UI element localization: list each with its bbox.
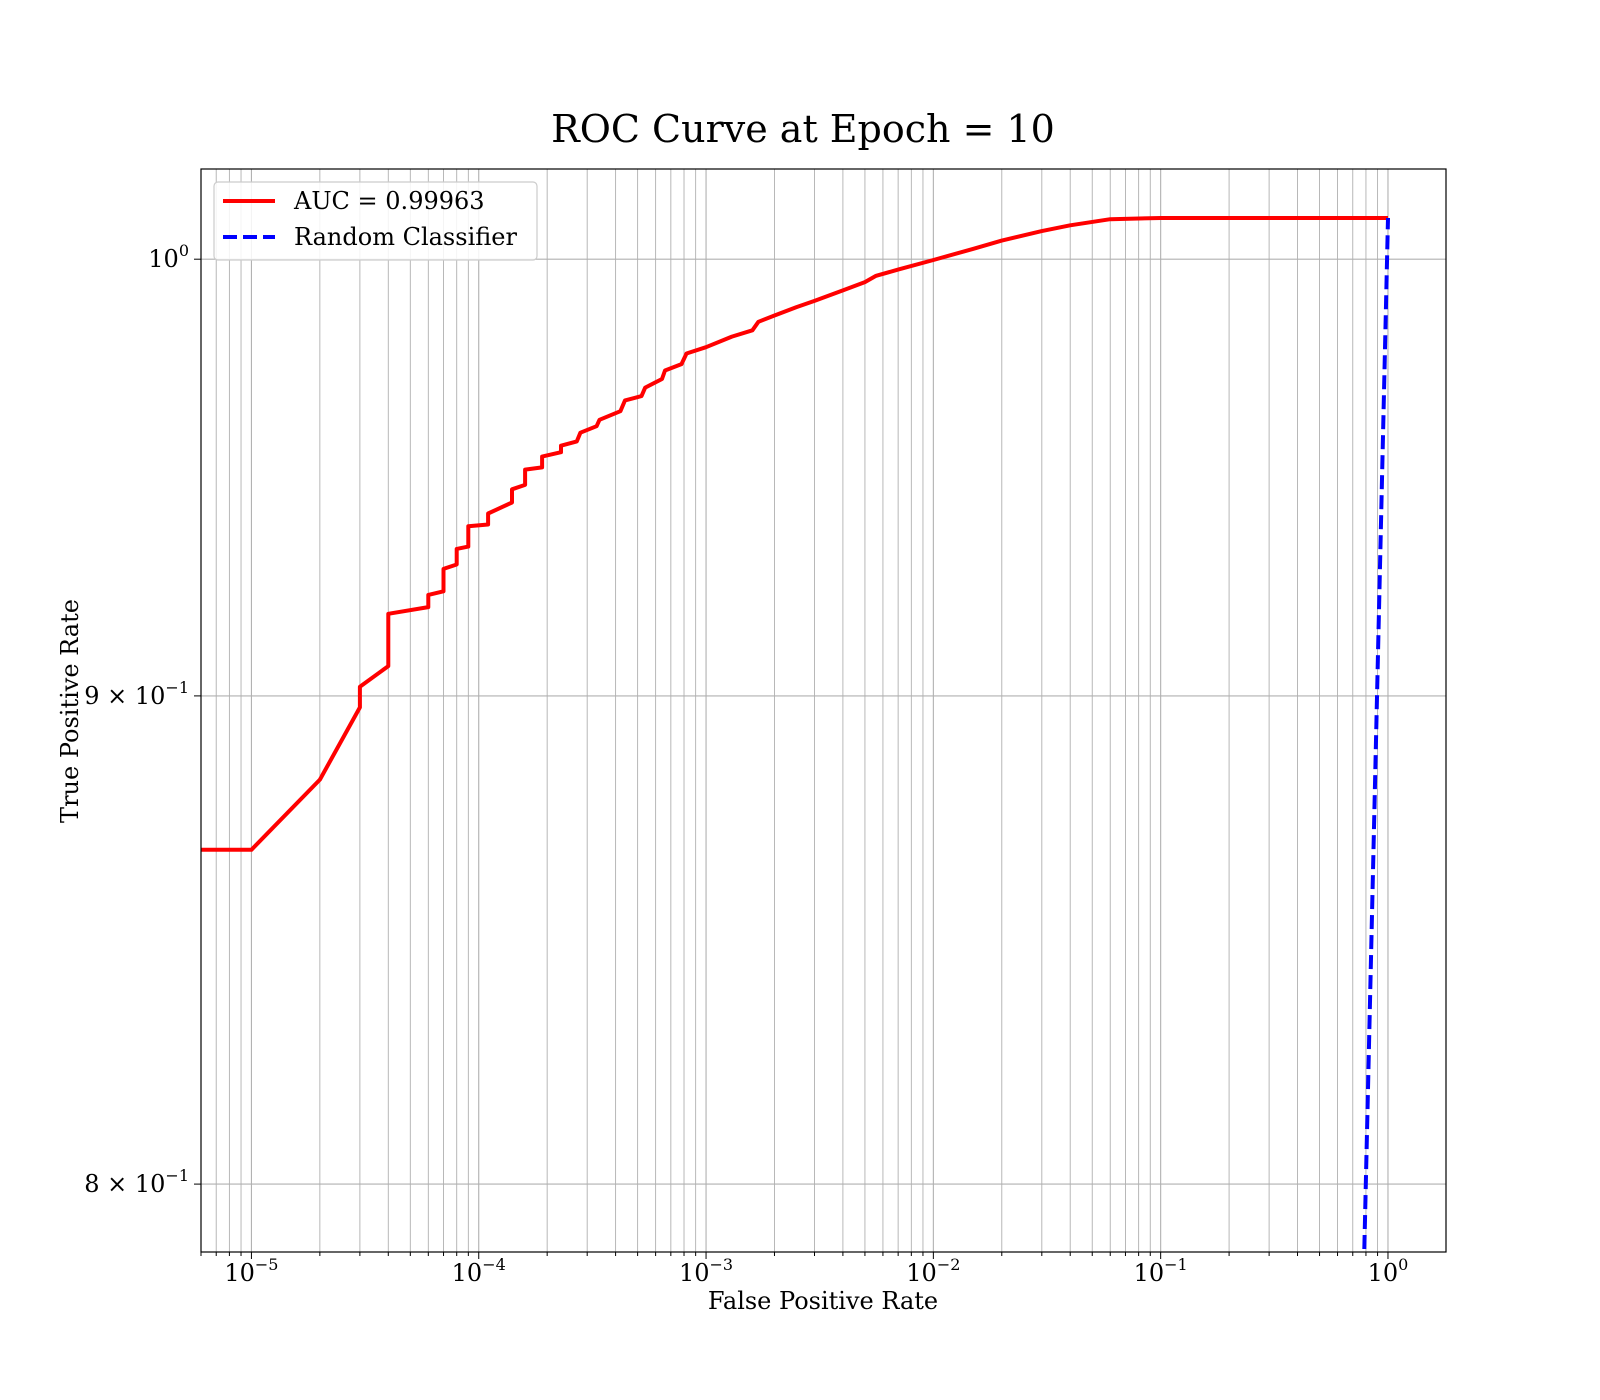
plot-frame (200, 168, 1447, 1253)
random-classifier-line (1362, 217, 1390, 1252)
chart-title: ROC Curve at Epoch = 10 (551, 107, 1055, 151)
series-layer (201, 216, 1390, 1252)
y-tick-label: 100 (148, 241, 189, 273)
x-tick-label: 10−3 (679, 1255, 733, 1287)
x-tick-label: 10−4 (452, 1255, 506, 1287)
y-tick-label: 8 × 10−1 (84, 1166, 189, 1198)
grid-lines (200, 169, 1446, 1252)
legend-box (213, 181, 538, 261)
x-tick-label: 10−1 (1134, 1255, 1188, 1287)
legend-label-random: Random Classifier (294, 223, 517, 251)
tick-layer: 100 9 × 10−1 8 × 10−1 10−5 10−4 10−3 10−2 10−1 1… (84, 241, 1408, 1287)
y-axis-label: True Positive Rate (56, 599, 84, 823)
y-tick-label: 9 × 10−1 (84, 678, 189, 710)
x-tick-label: 10−2 (906, 1255, 960, 1287)
x-tick-label: 10−5 (224, 1255, 278, 1287)
roc-curve-line (201, 216, 1388, 852)
legend-label-auc: AUC = 0.99963 (293, 187, 485, 215)
x-axis-label: False Positive Rate (708, 1287, 938, 1315)
x-tick-label: 100 (1368, 1255, 1409, 1287)
legend: AUC = 0.99963 Random Classifier (213, 181, 538, 261)
